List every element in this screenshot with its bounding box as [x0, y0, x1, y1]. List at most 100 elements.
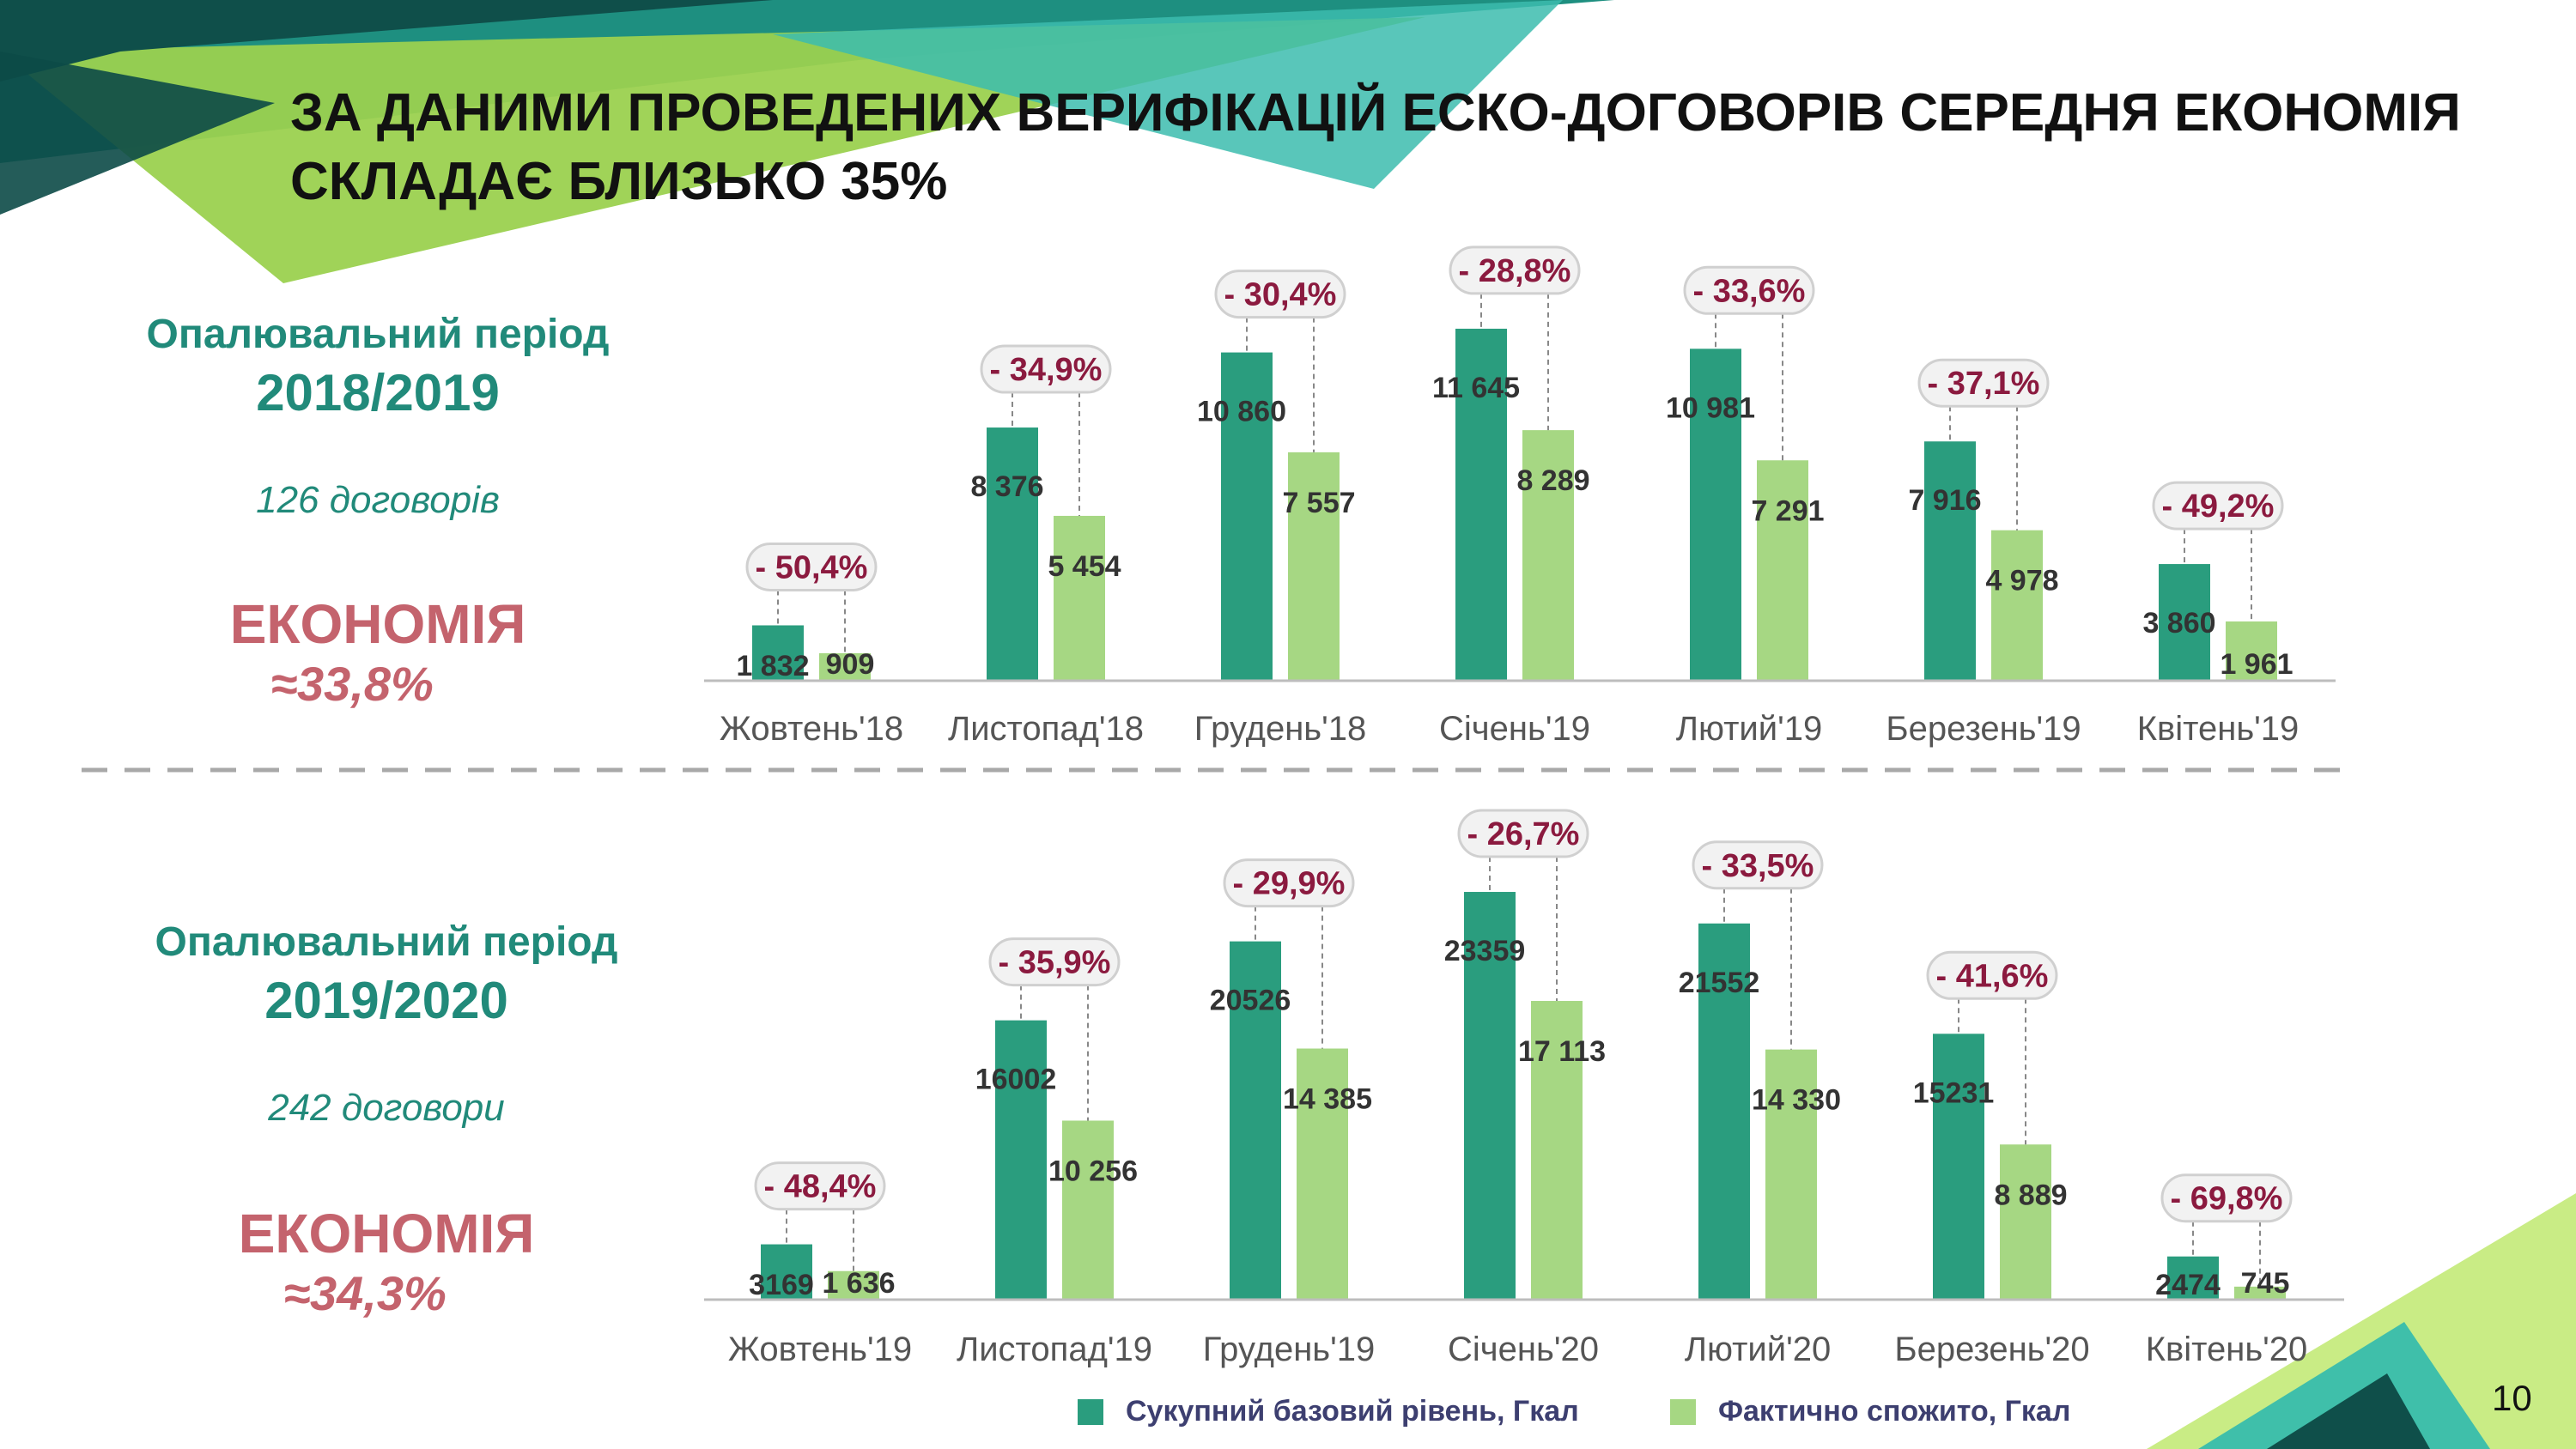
chart1-bar-base-0	[752, 625, 804, 681]
chart1-bar-actual-2	[1288, 452, 1340, 681]
period-1-economy: ЕКОНОМІЯ ≈33,8%	[77, 592, 678, 712]
chart2-pct-bubble-2	[1223, 858, 1355, 908]
chart2-value-base-2: 20526	[1210, 985, 1291, 1017]
chart1-bar-actual-6	[2226, 621, 2277, 681]
chart2-bar-base-4	[1698, 923, 1750, 1300]
chart2-pct-label-6: - 69,8%	[2171, 1181, 2283, 1217]
chart1-bar-actual-3	[1522, 430, 1574, 681]
chart2-bar-base-3	[1464, 892, 1516, 1300]
chart1-value-base-2: 10 860	[1197, 396, 1286, 428]
period-1-economy-label: ЕКОНОМІЯ	[229, 593, 526, 655]
chart1-category-3: Січень'19	[1439, 710, 1590, 748]
period-1-economy-value: ≈33,8%	[270, 657, 434, 711]
period-1-header: Опалювальний період 2018/2019	[77, 311, 678, 422]
period-2-economy: ЕКОНОМІЯ ≈34,3%	[86, 1202, 687, 1321]
chart1-pct-bubble-1	[980, 344, 1112, 394]
chart2-bar-actual-1	[1062, 1120, 1114, 1300]
chart1-value-base-3: 11 645	[1432, 372, 1520, 404]
chart2-value-actual-1: 10 256	[1048, 1155, 1138, 1187]
chart1-pct-label-1: - 34,9%	[990, 352, 1103, 388]
chart2-value-base-4: 21552	[1679, 967, 1760, 999]
legend-base-label: Сукупний базовий рівень, Гкал	[1126, 1395, 1579, 1428]
chart2-category-1: Листопад'19	[957, 1331, 1152, 1368]
chart1-pct-bubble-0	[745, 542, 878, 591]
chart1-value-actual-2: 7 557	[1282, 487, 1355, 519]
chart2-category-0: Жовтень'19	[728, 1331, 912, 1368]
chart1-value-base-1: 8 376	[970, 470, 1043, 503]
chart1-pct-label-6: - 49,2%	[2162, 488, 2275, 524]
period-2-economy-label: ЕКОНОМІЯ	[238, 1203, 535, 1264]
chart1-value-actual-3: 8 289	[1516, 464, 1589, 497]
chart2-value-actual-0: 1 636	[822, 1267, 895, 1300]
chart1-value-actual-4: 7 291	[1751, 494, 1824, 527]
chart1-pct-label-2: - 30,4%	[1224, 277, 1337, 313]
chart2-bar-base-0	[761, 1244, 812, 1300]
chart2-value-actual-6: 745	[2241, 1267, 2290, 1300]
chart2-value-actual-4: 14 330	[1752, 1084, 1841, 1117]
period-1-label: Опалювальний період	[146, 312, 610, 357]
chart1-bar-base-1	[987, 427, 1038, 681]
chart2-bar-actual-4	[1765, 1049, 1817, 1300]
chart1-value-base-5: 7 916	[1908, 484, 1981, 517]
chart1-bar-actual-0	[819, 652, 871, 681]
chart2-pct-bubble-6	[2160, 1173, 2293, 1223]
period-1-contracts-text: 126 договорів	[256, 479, 500, 521]
chart2-bar-actual-3	[1531, 1001, 1583, 1300]
period-2-label: Опалювальний період	[155, 919, 618, 965]
chart1-category-1: Листопад'18	[948, 710, 1144, 748]
chart2-category-2: Грудень'19	[1203, 1331, 1376, 1368]
chart1-bar-base-3	[1455, 328, 1507, 681]
chart2-bar-base-5	[1933, 1034, 1984, 1300]
slide-title: ЗА ДАНИМИ ПРОВЕДЕНИХ ВЕРИФІКАЦІЙ ЕСКО-ДО…	[290, 79, 2557, 216]
legend-actual: Фактично спожито, Гкал	[1670, 1395, 2070, 1428]
chart1-pct-bubble-2	[1214, 270, 1346, 319]
chart1-value-actual-6: 1 961	[2220, 648, 2293, 681]
legend-actual-swatch	[1670, 1398, 1696, 1425]
chart1-bar-base-2	[1221, 352, 1273, 681]
period-2-contracts-text: 242 договори	[268, 1087, 505, 1129]
chart1-pct-label-3: - 28,8%	[1459, 253, 1571, 289]
chart2-pct-bubble-0	[754, 1161, 886, 1211]
chart1-value-base-4: 10 981	[1666, 391, 1755, 424]
chart1-value-base-6: 3 860	[2142, 607, 2215, 640]
chart1-bar-actual-4	[1757, 460, 1808, 681]
chart2-pct-label-3: - 26,7%	[1467, 816, 1580, 852]
chart1-pct-label-5: - 37,1%	[1928, 366, 2040, 402]
chart2-value-base-3: 23359	[1444, 935, 1526, 967]
chart1-pct-bubble-5	[1917, 358, 2050, 408]
chart1-category-4: Лютий'19	[1676, 710, 1823, 748]
chart1-pct-label-4: - 33,6%	[1693, 273, 1806, 309]
chart1-category-0: Жовтень'18	[720, 710, 903, 748]
chart1-bar-base-5	[1924, 441, 1976, 681]
chart2-pct-label-2: - 29,9%	[1233, 866, 1346, 902]
chart1-category-2: Грудень'18	[1194, 710, 1367, 748]
chart2-bar-base-1	[995, 1020, 1047, 1300]
chart2-category-3: Січень'20	[1448, 1331, 1599, 1368]
chart2-bar-base-2	[1230, 941, 1281, 1300]
chart2-bar-actual-0	[828, 1270, 879, 1300]
chart1-bar-actual-5	[1991, 530, 2043, 681]
period-2-contracts: 242 договори	[86, 1087, 687, 1130]
chart2-value-actual-5: 8 889	[1994, 1179, 2067, 1211]
chart2-pct-label-0: - 48,4%	[764, 1169, 877, 1205]
chart1-bar-base-6	[2159, 564, 2210, 681]
chart1-pct-bubble-3	[1449, 246, 1581, 295]
chart1-value-actual-5: 4 978	[1985, 565, 2058, 597]
chart2-bar-base-6	[2167, 1256, 2219, 1300]
chart1-category-5: Березень'19	[1886, 710, 2081, 748]
chart2-pct-bubble-1	[988, 937, 1121, 987]
chart2-value-base-1: 16002	[975, 1064, 1057, 1096]
chart2-value-base-0: 3169	[749, 1269, 814, 1301]
chart2-bar-actual-5	[2000, 1144, 2051, 1300]
title-line-2: СКЛАДАЄ БЛИЗЬКО 35%	[290, 152, 948, 211]
chart1-value-actual-0: 909	[826, 648, 875, 681]
period-1-contracts: 126 договорів	[77, 479, 678, 522]
chart2-pct-bubble-4	[1692, 840, 1824, 890]
period-2-header: Опалювальний період 2019/2020	[86, 919, 687, 1030]
page-number: 10	[2492, 1378, 2532, 1418]
chart1-value-actual-1: 5 454	[1048, 550, 1121, 583]
chart2-value-actual-3: 17 113	[1518, 1035, 1606, 1068]
legend-base: Сукупний базовий рівень, Гкал	[1078, 1395, 1579, 1428]
